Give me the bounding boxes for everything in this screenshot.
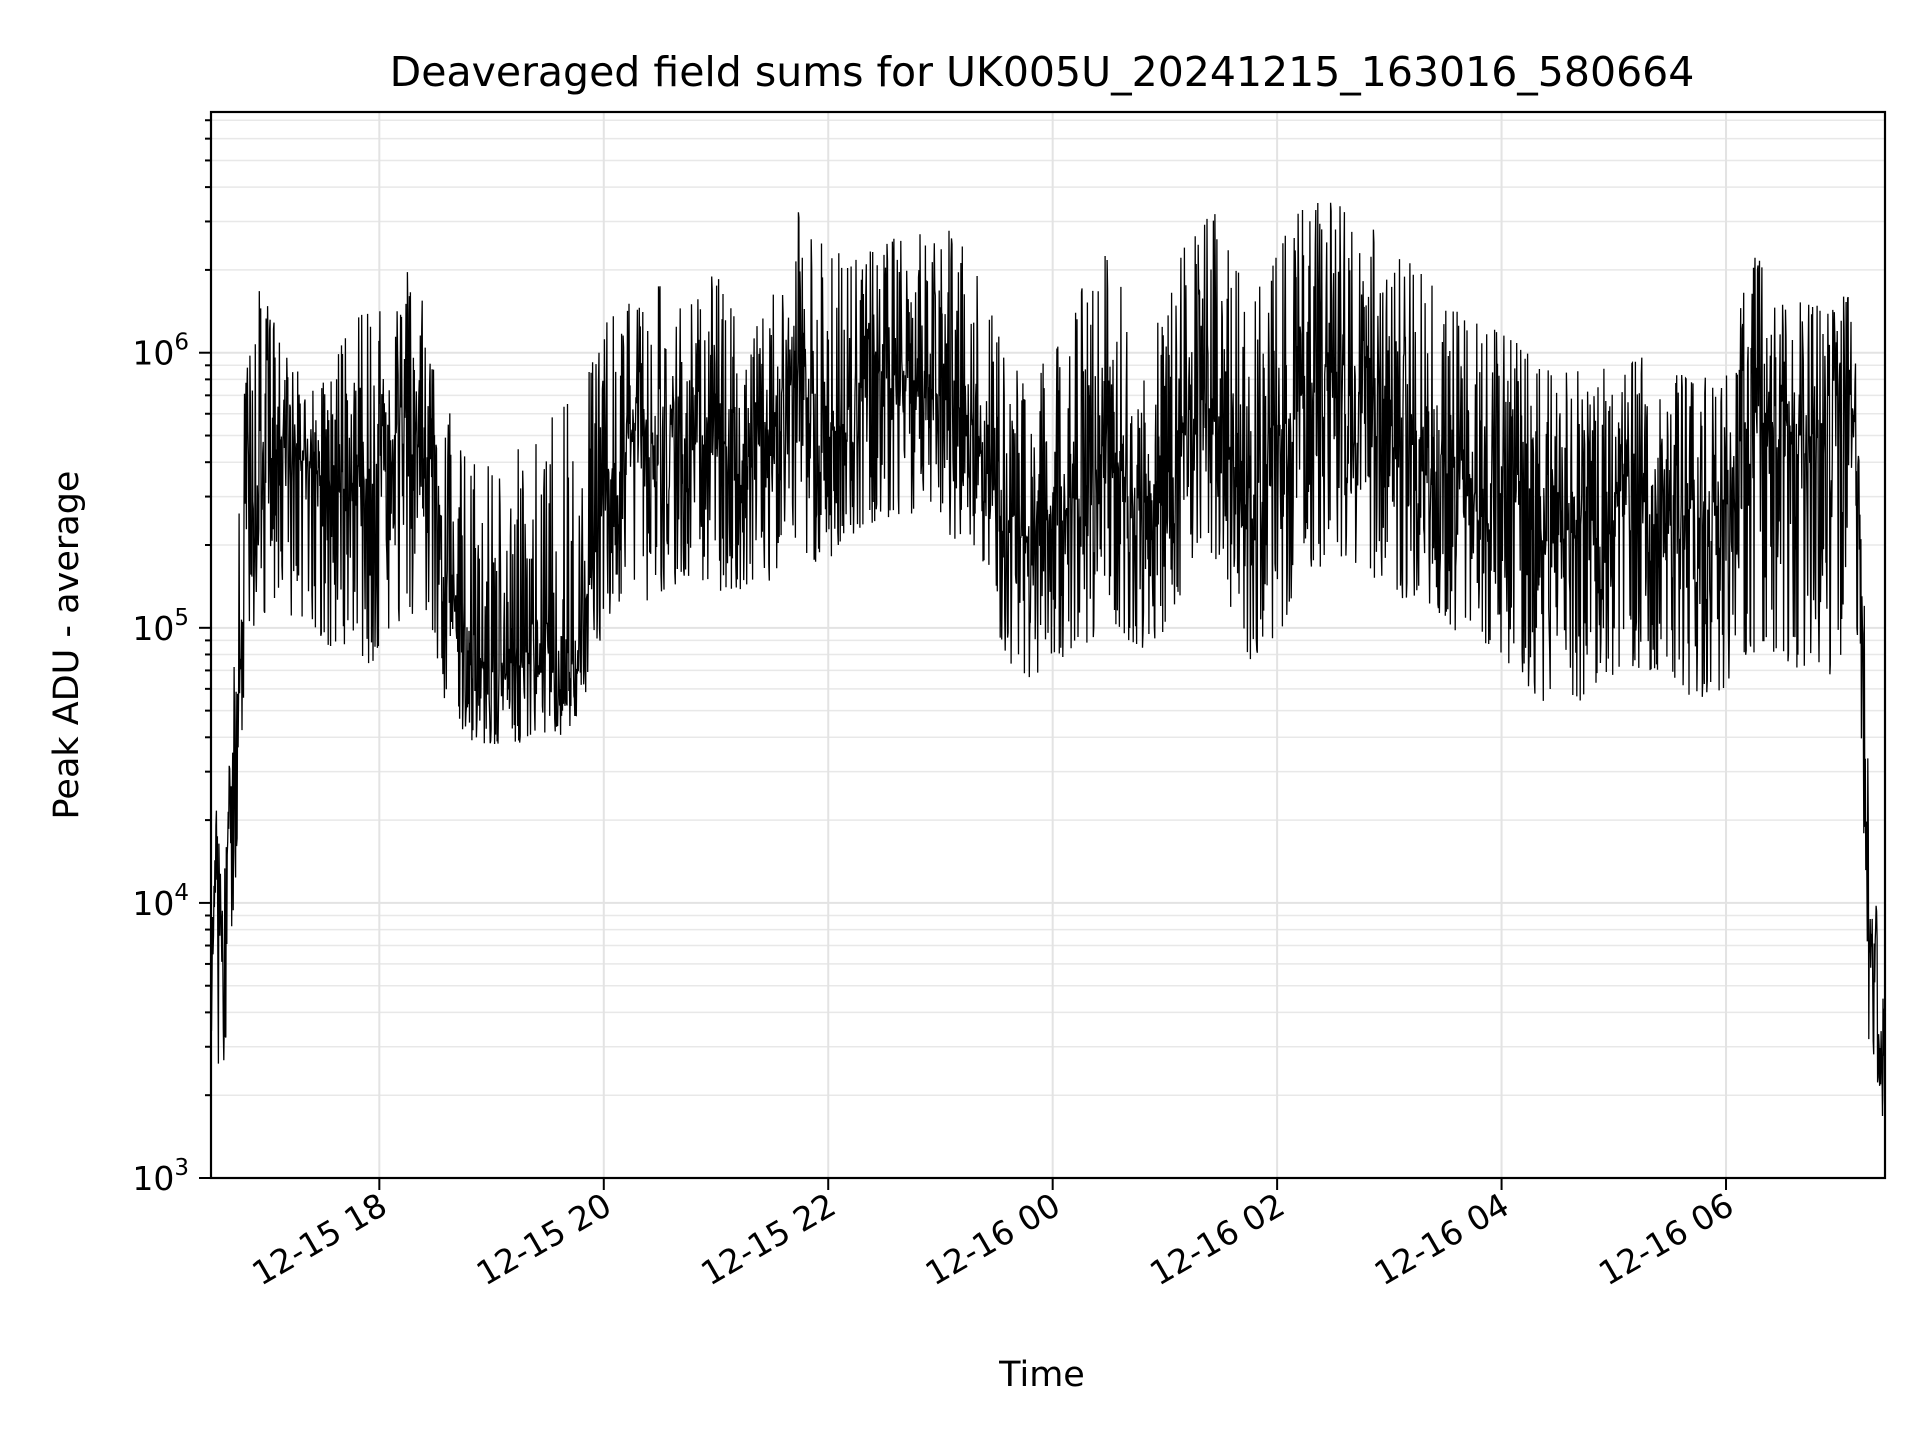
chart-title: Deaveraged field sums for UK005U_2024121… [390,48,1695,96]
x-tick-label: 12-15 18 [245,1185,393,1293]
x-tick-label: 12-15 20 [470,1185,618,1293]
series-path [210,202,1886,1121]
y-tick-label: 103 [132,1155,189,1198]
x-tick-label: 12-16 04 [1368,1185,1516,1293]
plot-frame [209,110,1887,1180]
y-tick-label: 106 [132,330,189,373]
x-tick-label: 12-16 00 [919,1185,1067,1293]
y-axis: 103 104 105 106 [132,119,211,1198]
x-axis-label: Time [998,1355,1085,1395]
x-tick-label: 12-15 22 [694,1185,842,1293]
x-tick-label: 12-16 06 [1592,1185,1740,1293]
y-tick-label: 105 [132,605,189,648]
y-axis-label: Peak ADU - average [47,471,87,820]
series-line [210,202,1886,1121]
x-tick-label: 12-16 02 [1143,1185,1291,1293]
x-axis: 12-15 18 12-15 20 12-15 22 12-16 00 12-16 02… [245,1178,1740,1293]
y-tick-label: 104 [132,880,189,923]
